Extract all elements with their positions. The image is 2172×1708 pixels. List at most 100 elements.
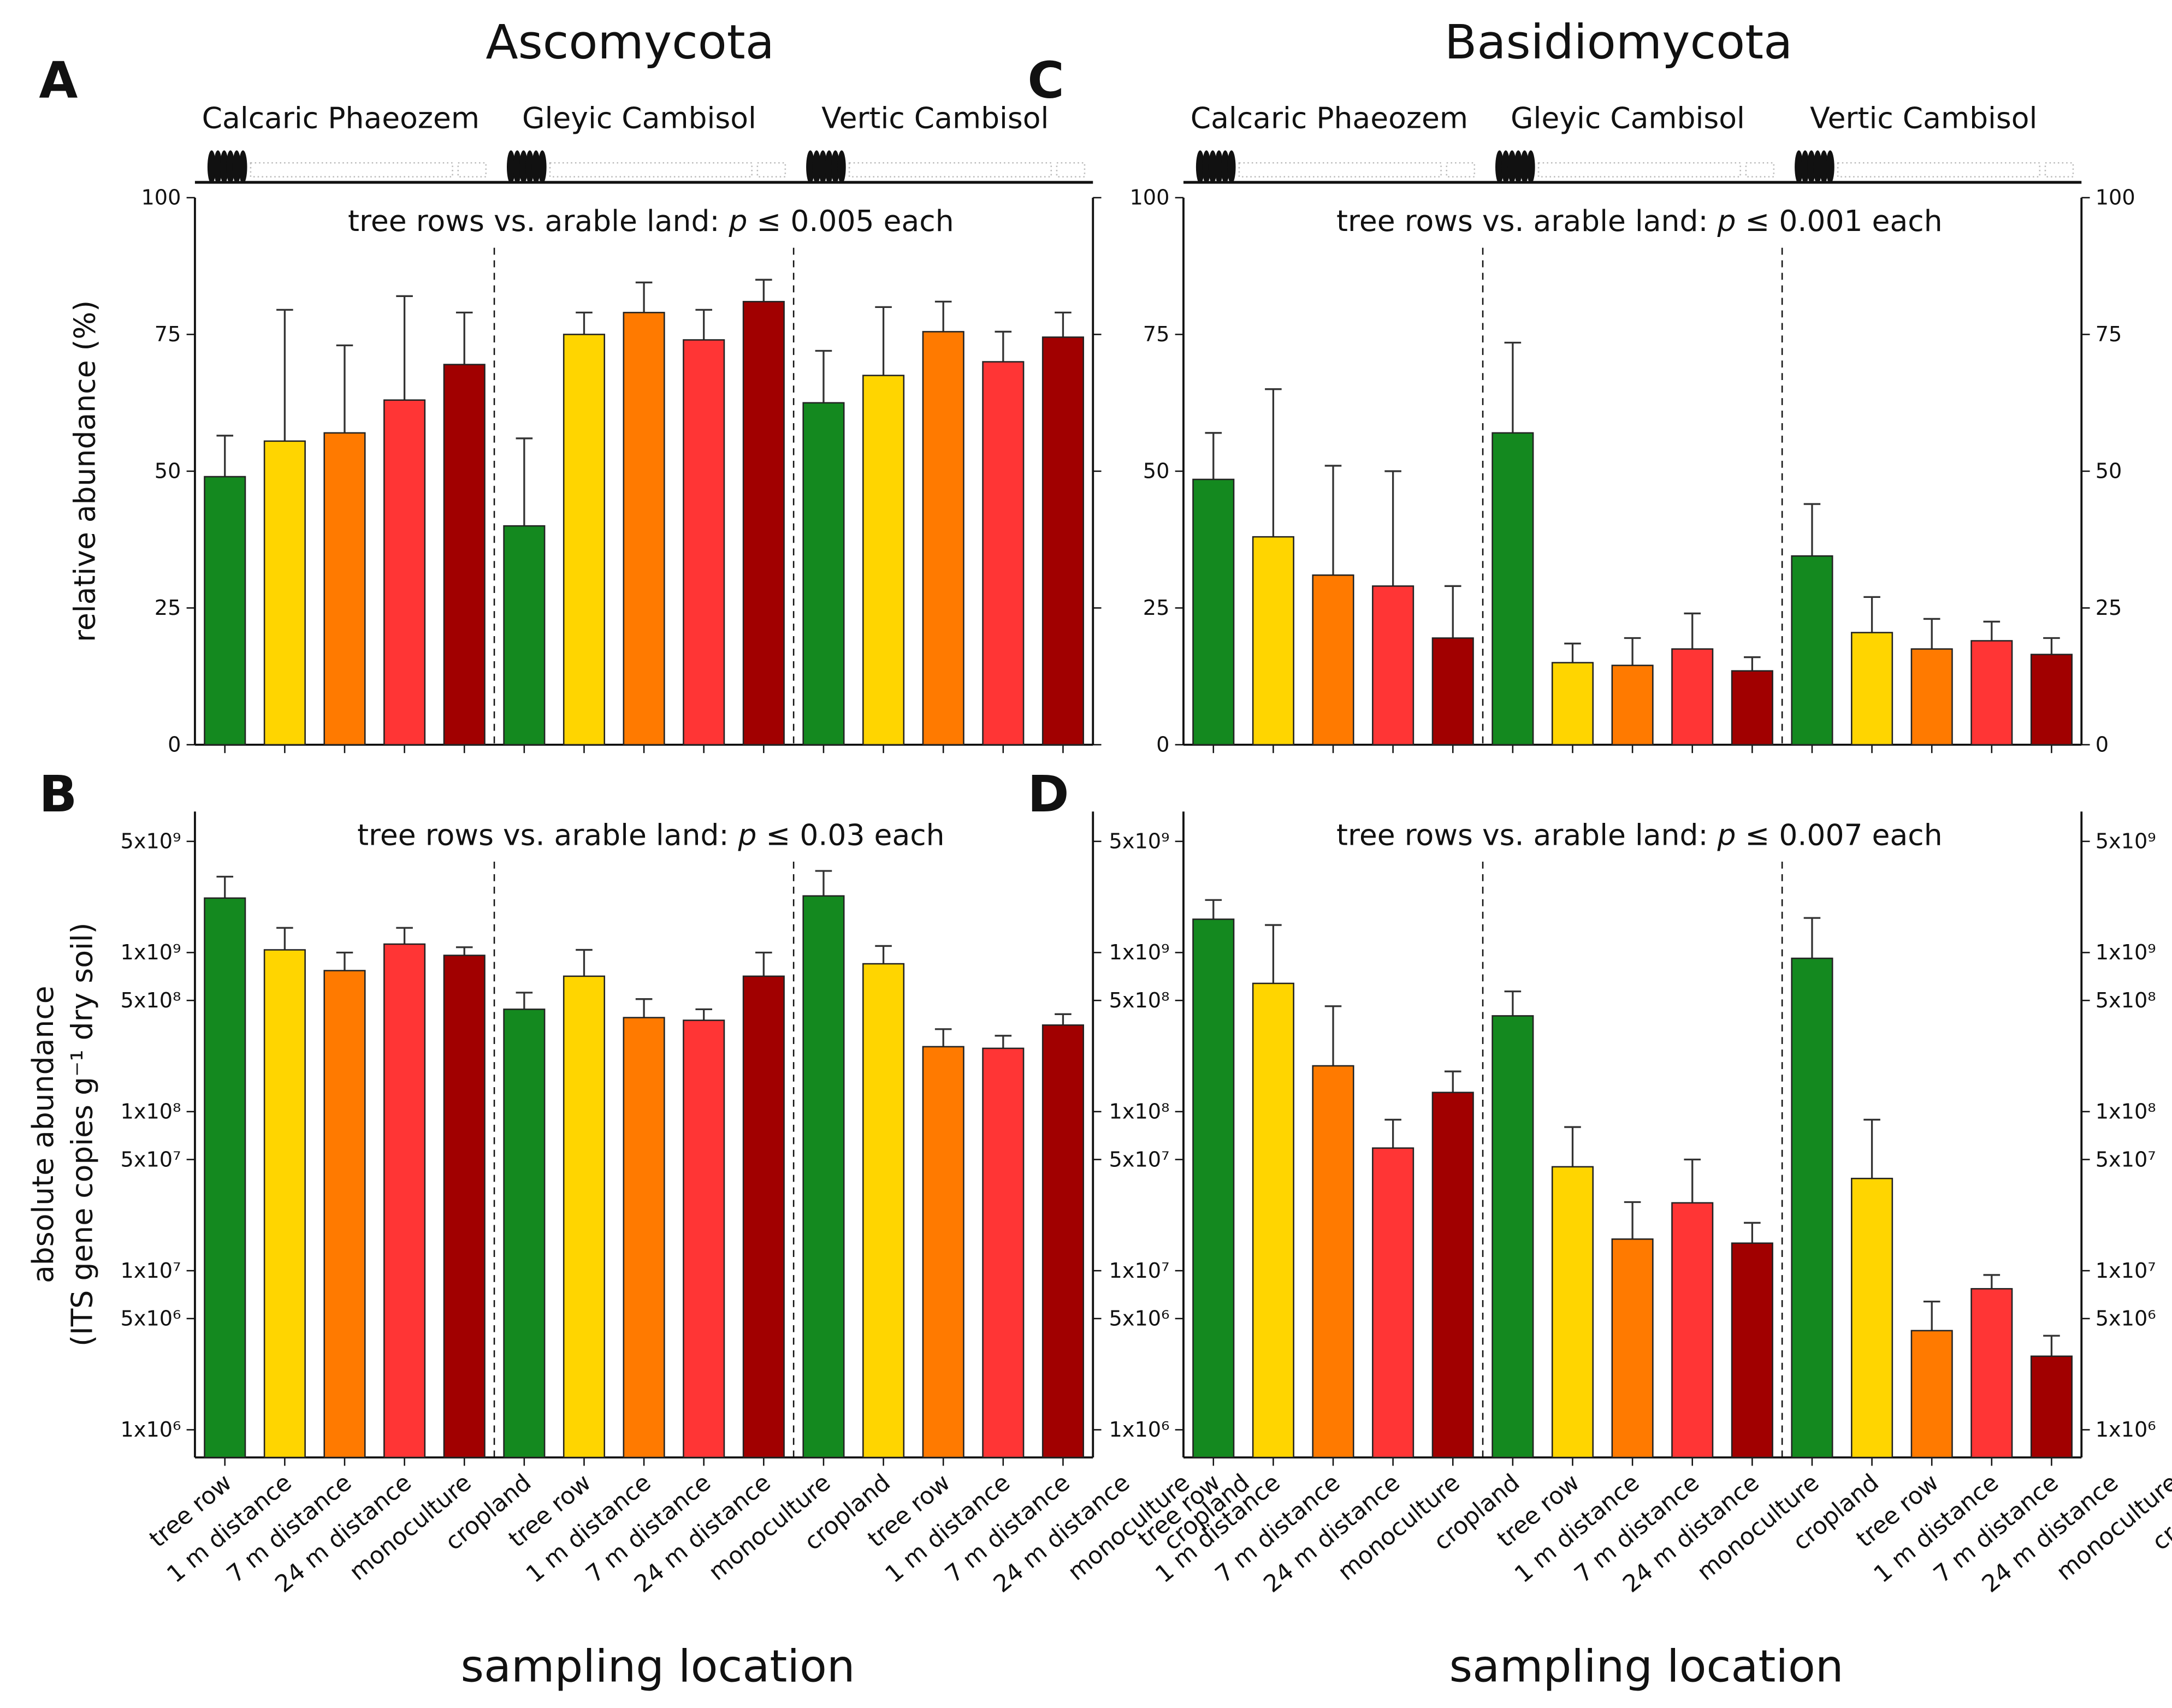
bar — [1372, 585, 1415, 746]
bar — [383, 399, 426, 746]
bar — [503, 1009, 546, 1458]
bar — [1372, 1147, 1415, 1458]
tree-icon — [232, 150, 241, 184]
panel-title: Basidiomycota — [1445, 15, 1792, 70]
bar — [323, 970, 366, 1458]
tree-icon — [831, 150, 840, 184]
tree-icon — [207, 150, 216, 184]
crop-icon — [848, 162, 1052, 178]
y-tick-label: 50 — [155, 460, 181, 484]
bar — [1731, 670, 1773, 746]
y-tick-label: 5x10⁸ — [121, 989, 181, 1013]
tree-icon — [819, 150, 827, 184]
tree-icon — [214, 150, 222, 184]
tree-icon — [1215, 150, 1223, 184]
bar — [1910, 648, 1953, 746]
bar — [263, 949, 306, 1458]
bar — [323, 432, 366, 746]
y-tick-label: 5x10⁹ — [121, 830, 181, 854]
annotation: tree rows vs. arable land: p ≤ 0.001 eac… — [1336, 204, 1943, 238]
annotation-part: tree rows vs. arable land: — [1336, 204, 1717, 238]
bar — [1551, 1166, 1594, 1458]
y-tick-label-right: 1x10⁷ — [2096, 1259, 2156, 1283]
tree-icon — [825, 150, 833, 184]
annotation-part: tree rows vs. arable land: — [348, 204, 729, 238]
crop-icon — [756, 162, 786, 178]
panel-label: B — [39, 765, 77, 823]
y-tick-label-right: 5x10⁷ — [2096, 1148, 2156, 1172]
y-tick-label-right: 0 — [2096, 733, 2109, 757]
bar — [2030, 1355, 2073, 1458]
y-tick-label: 1x10⁶ — [121, 1418, 181, 1442]
y-tick-label-right: 5x10⁸ — [2096, 989, 2156, 1013]
tree-icon — [1507, 150, 1517, 184]
annotation: tree rows vs. arable land: p ≤ 0.005 eac… — [348, 204, 954, 238]
tree-icon — [806, 150, 815, 184]
bar — [563, 334, 606, 746]
tree-icon — [1526, 150, 1535, 184]
bar — [1192, 478, 1235, 746]
tree-icon — [220, 150, 229, 184]
bar — [922, 1046, 964, 1458]
y-tick-label: 1x10⁶ — [1109, 1418, 1170, 1442]
x-axis-label: sampling location — [1449, 1641, 1844, 1693]
bar — [2030, 654, 2073, 746]
y-tick-label: 1x10⁷ — [121, 1259, 181, 1283]
bar — [1312, 574, 1354, 746]
bar — [1611, 1238, 1654, 1458]
y-tick-label: 75 — [155, 323, 181, 347]
bar — [263, 440, 306, 746]
y-tick-label-right: 1x10⁶ — [2096, 1418, 2156, 1442]
crop-icon — [1446, 162, 1476, 178]
tree-icon — [1495, 150, 1504, 184]
tree-icon — [531, 150, 541, 184]
bar — [204, 476, 246, 746]
tree-icon — [1819, 150, 1828, 184]
annotation-part: ≤ 0.005 each — [747, 204, 954, 238]
y-tick-label: 25 — [1143, 596, 1170, 620]
x-axis-label: sampling location — [461, 1641, 855, 1693]
y-tick-label: 25 — [155, 596, 181, 620]
bar — [1851, 632, 1893, 746]
panel-label: A — [39, 51, 78, 109]
bar — [1970, 640, 2013, 746]
bar — [982, 1047, 1025, 1458]
bar — [443, 364, 486, 746]
bar — [1671, 648, 1714, 746]
annotation-part: tree rows vs. arable land: — [1336, 817, 1717, 852]
bar — [683, 1019, 725, 1458]
tree-icon — [1221, 150, 1230, 184]
annotation-part: ≤ 0.001 each — [1736, 204, 1942, 238]
bar — [1791, 957, 1833, 1458]
tree-icon — [1807, 150, 1816, 184]
bar — [1192, 918, 1235, 1458]
y-axis-label: (ITS gene copies g⁻¹ dry soil) — [64, 922, 99, 1346]
tree-icon — [538, 150, 547, 184]
tree-icon — [1514, 150, 1523, 184]
bar — [204, 897, 246, 1458]
y-tick-label: 0 — [1156, 733, 1169, 757]
y-tick-label-right: 50 — [2096, 460, 2122, 484]
bar — [922, 331, 964, 746]
group-label: Vertic Cambisol — [1810, 101, 2037, 135]
y-tick-label: 5x10⁷ — [121, 1148, 181, 1172]
y-tick-label: 75 — [1143, 323, 1170, 347]
y-tick-label: 5x10⁷ — [1109, 1148, 1170, 1172]
crop-icon — [549, 162, 753, 178]
tree-icon — [1795, 150, 1803, 184]
annotation-part: p — [1717, 204, 1736, 238]
annotation-part: tree rows vs. arable land: — [357, 817, 738, 852]
group-label: Calcaric Phaeozem — [1191, 101, 1468, 135]
tree-icon — [1227, 150, 1236, 184]
bar — [862, 375, 905, 746]
bar — [1041, 1024, 1084, 1458]
y-tick-label-right: 25 — [2096, 596, 2122, 620]
tree-icon — [1196, 150, 1205, 184]
bar — [1970, 1288, 2013, 1458]
tree-icon — [1208, 150, 1217, 184]
y-tick-label: 1x10⁸ — [121, 1100, 181, 1124]
y-tick-label: 5x10⁶ — [1109, 1307, 1170, 1331]
y-tick-label-right: 1x10⁹ — [2096, 941, 2156, 965]
tree-icon — [1520, 150, 1529, 184]
